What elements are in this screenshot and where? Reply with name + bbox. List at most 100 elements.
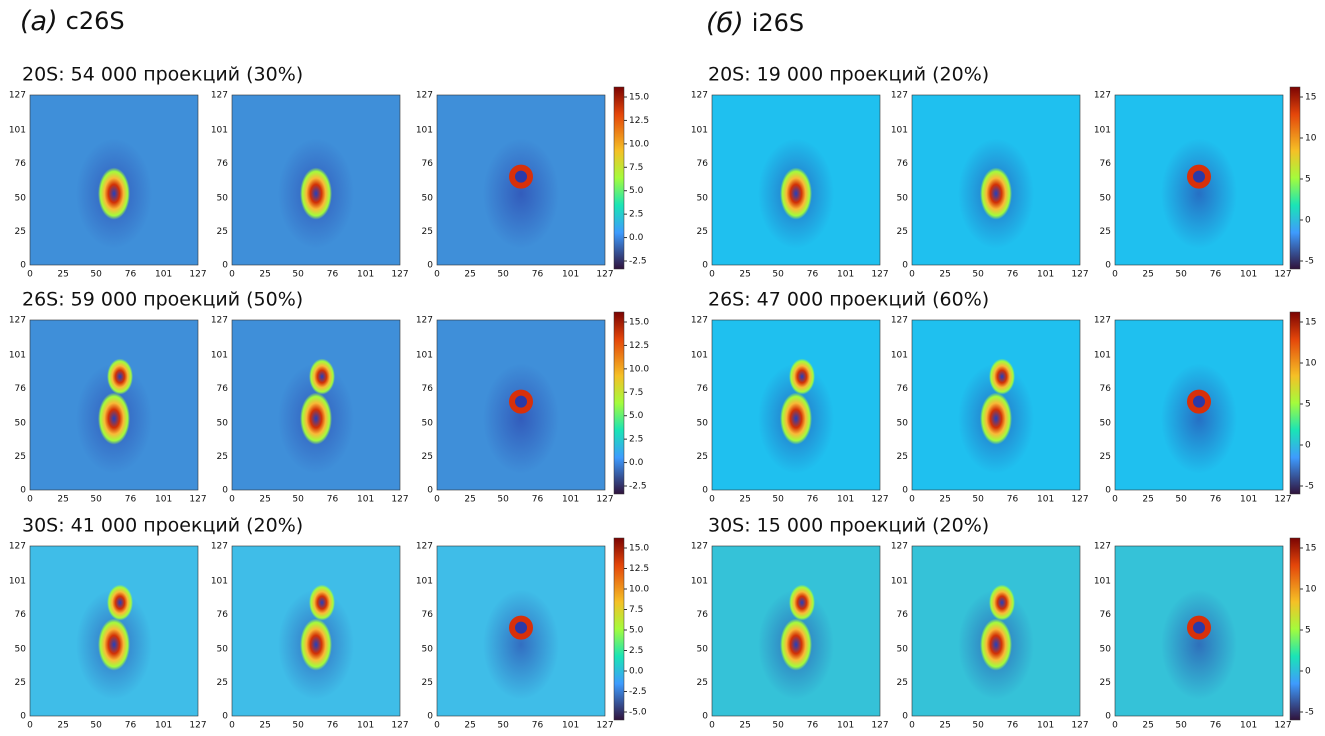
colorbar-label: 12.5 — [629, 341, 649, 351]
y-tick-label: 0 — [20, 712, 26, 722]
colorbar-label: 5 — [1305, 400, 1311, 410]
x-tick-label: 127 — [391, 495, 408, 505]
density-ring — [509, 389, 533, 414]
density-ring — [1187, 164, 1211, 189]
y-tick-label: 25 — [697, 678, 708, 688]
y-tick-label: 127 — [1094, 316, 1111, 326]
x-tick-label: 25 — [464, 495, 475, 505]
x-tick-label: 50 — [1175, 721, 1187, 731]
x-tick-label: 50 — [497, 270, 509, 280]
heatmap-halo — [1161, 138, 1237, 249]
y-tick-label: 101 — [1094, 576, 1111, 586]
colorbar — [613, 311, 625, 495]
density-ring — [509, 164, 533, 189]
colorbar — [1289, 311, 1301, 495]
x-tick-label: 127 — [1274, 270, 1291, 280]
x-tick-label: 0 — [909, 495, 915, 505]
y-tick-label: 25 — [15, 227, 26, 237]
x-tick-label: 76 — [125, 495, 137, 505]
density-blob — [309, 358, 335, 395]
colorbar-label: -5 — [1305, 708, 1314, 718]
x-tick-label: 101 — [1240, 721, 1257, 731]
x-tick-label: 50 — [972, 270, 984, 280]
x-tick-label: 25 — [57, 270, 68, 280]
y-tick-label: 25 — [422, 678, 433, 688]
colorbar-label: 5.0 — [629, 411, 644, 421]
x-tick-label: 101 — [1240, 495, 1257, 505]
x-tick-label: 101 — [1037, 495, 1054, 505]
y-tick-label: 127 — [891, 542, 908, 552]
x-tick-label: 25 — [739, 495, 750, 505]
x-tick-label: 25 — [739, 721, 750, 731]
x-tick-label: 50 — [772, 721, 784, 731]
x-tick-label: 101 — [562, 721, 579, 731]
y-tick-label: 50 — [422, 645, 434, 655]
x-tick-label: 127 — [871, 721, 888, 731]
x-tick-label: 25 — [259, 495, 270, 505]
x-tick-label: 101 — [357, 721, 374, 731]
density-ring — [509, 615, 533, 640]
colorbar-label: 2.5 — [629, 435, 643, 445]
x-tick-label: 50 — [90, 495, 102, 505]
density-blob — [98, 167, 130, 220]
row-title: 30S: 15 000 проекций (20%) — [708, 515, 989, 537]
x-tick-label: 0 — [709, 495, 715, 505]
x-tick-label: 0 — [1112, 495, 1118, 505]
y-tick-label: 101 — [1094, 125, 1111, 135]
x-tick-label: 127 — [189, 270, 206, 280]
x-tick-label: 25 — [57, 495, 68, 505]
y-tick-label: 0 — [222, 712, 228, 722]
y-tick-label: 0 — [902, 712, 908, 722]
x-tick-label: 76 — [1210, 495, 1222, 505]
x-tick-label: 0 — [27, 270, 33, 280]
x-tick-label: 76 — [327, 495, 339, 505]
x-tick-label: 0 — [709, 721, 715, 731]
colorbar-label: 0.0 — [629, 458, 644, 468]
colorbar-label: 15.0 — [629, 318, 649, 328]
y-tick-label: 50 — [697, 194, 709, 204]
x-tick-label: 50 — [972, 721, 984, 731]
density-blob — [98, 392, 130, 445]
y-tick-label: 50 — [217, 645, 229, 655]
y-tick-label: 50 — [217, 419, 229, 429]
colorbar-label: 15.0 — [629, 93, 649, 103]
x-tick-label: 50 — [90, 270, 102, 280]
y-tick-label: 127 — [416, 91, 433, 101]
x-tick-label: 127 — [871, 270, 888, 280]
x-tick-label: 127 — [1071, 270, 1088, 280]
y-tick-label: 127 — [691, 316, 708, 326]
x-tick-label: 25 — [259, 721, 270, 731]
y-tick-label: 25 — [697, 227, 708, 237]
x-tick-label: 50 — [497, 721, 509, 731]
y-tick-label: 76 — [422, 384, 434, 394]
y-tick-label: 101 — [691, 125, 708, 135]
y-tick-label: 101 — [1094, 350, 1111, 360]
y-tick-label: 0 — [902, 486, 908, 496]
heatmap-halo — [1161, 589, 1237, 700]
density-blob — [107, 584, 133, 621]
colorbar-label: -2.5 — [629, 687, 647, 697]
density-blob — [780, 392, 812, 445]
density-blob — [989, 584, 1015, 621]
y-tick-label: 127 — [211, 542, 228, 552]
y-tick-label: 0 — [20, 261, 26, 271]
x-tick-label: 0 — [27, 495, 33, 505]
x-tick-label: 127 — [1274, 495, 1291, 505]
x-tick-label: 101 — [837, 721, 854, 731]
y-tick-label: 25 — [697, 452, 708, 462]
x-tick-label: 0 — [229, 270, 235, 280]
x-tick-label: 76 — [327, 721, 339, 731]
y-tick-label: 76 — [1100, 610, 1112, 620]
y-tick-label: 101 — [691, 350, 708, 360]
y-tick-label: 25 — [15, 678, 26, 688]
y-tick-label: 25 — [217, 227, 228, 237]
y-tick-label: 25 — [897, 227, 908, 237]
colorbar-label: 0 — [1305, 216, 1311, 226]
y-tick-label: 0 — [1105, 261, 1111, 271]
x-tick-label: 76 — [807, 495, 819, 505]
x-tick-label: 0 — [27, 721, 33, 731]
y-tick-label: 0 — [1105, 486, 1111, 496]
x-tick-label: 50 — [1175, 495, 1187, 505]
colorbar-label: 15 — [1305, 544, 1316, 554]
colorbar-label: 5 — [1305, 626, 1311, 636]
